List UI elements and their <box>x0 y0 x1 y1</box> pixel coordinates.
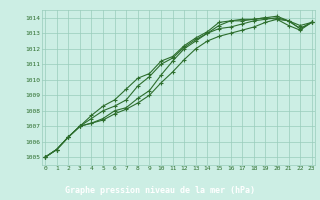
Text: Graphe pression niveau de la mer (hPa): Graphe pression niveau de la mer (hPa) <box>65 186 255 195</box>
